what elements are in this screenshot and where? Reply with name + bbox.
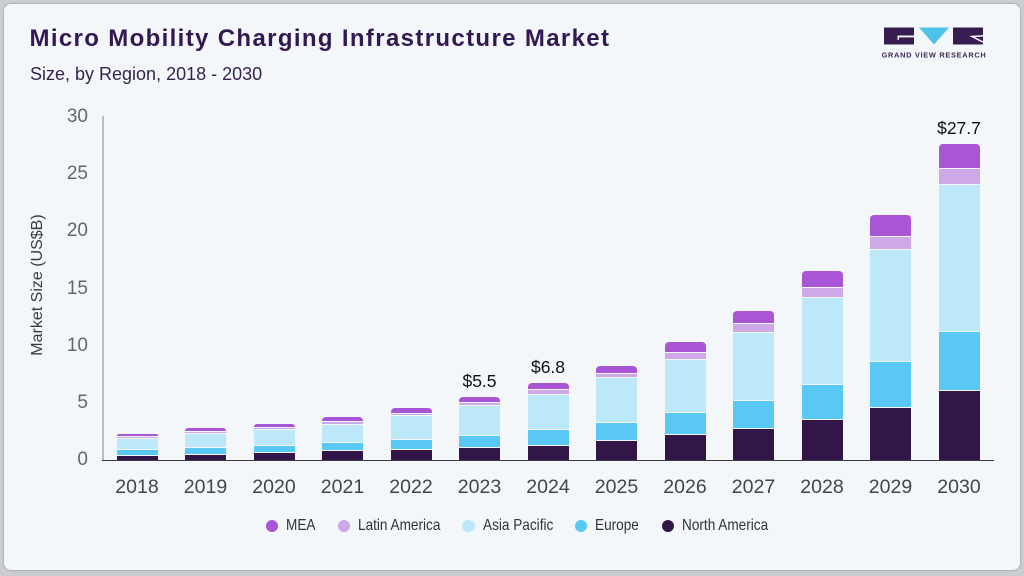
svg-text:GRAND VIEW RESEARCH: GRAND VIEW RESEARCH bbox=[882, 51, 987, 60]
